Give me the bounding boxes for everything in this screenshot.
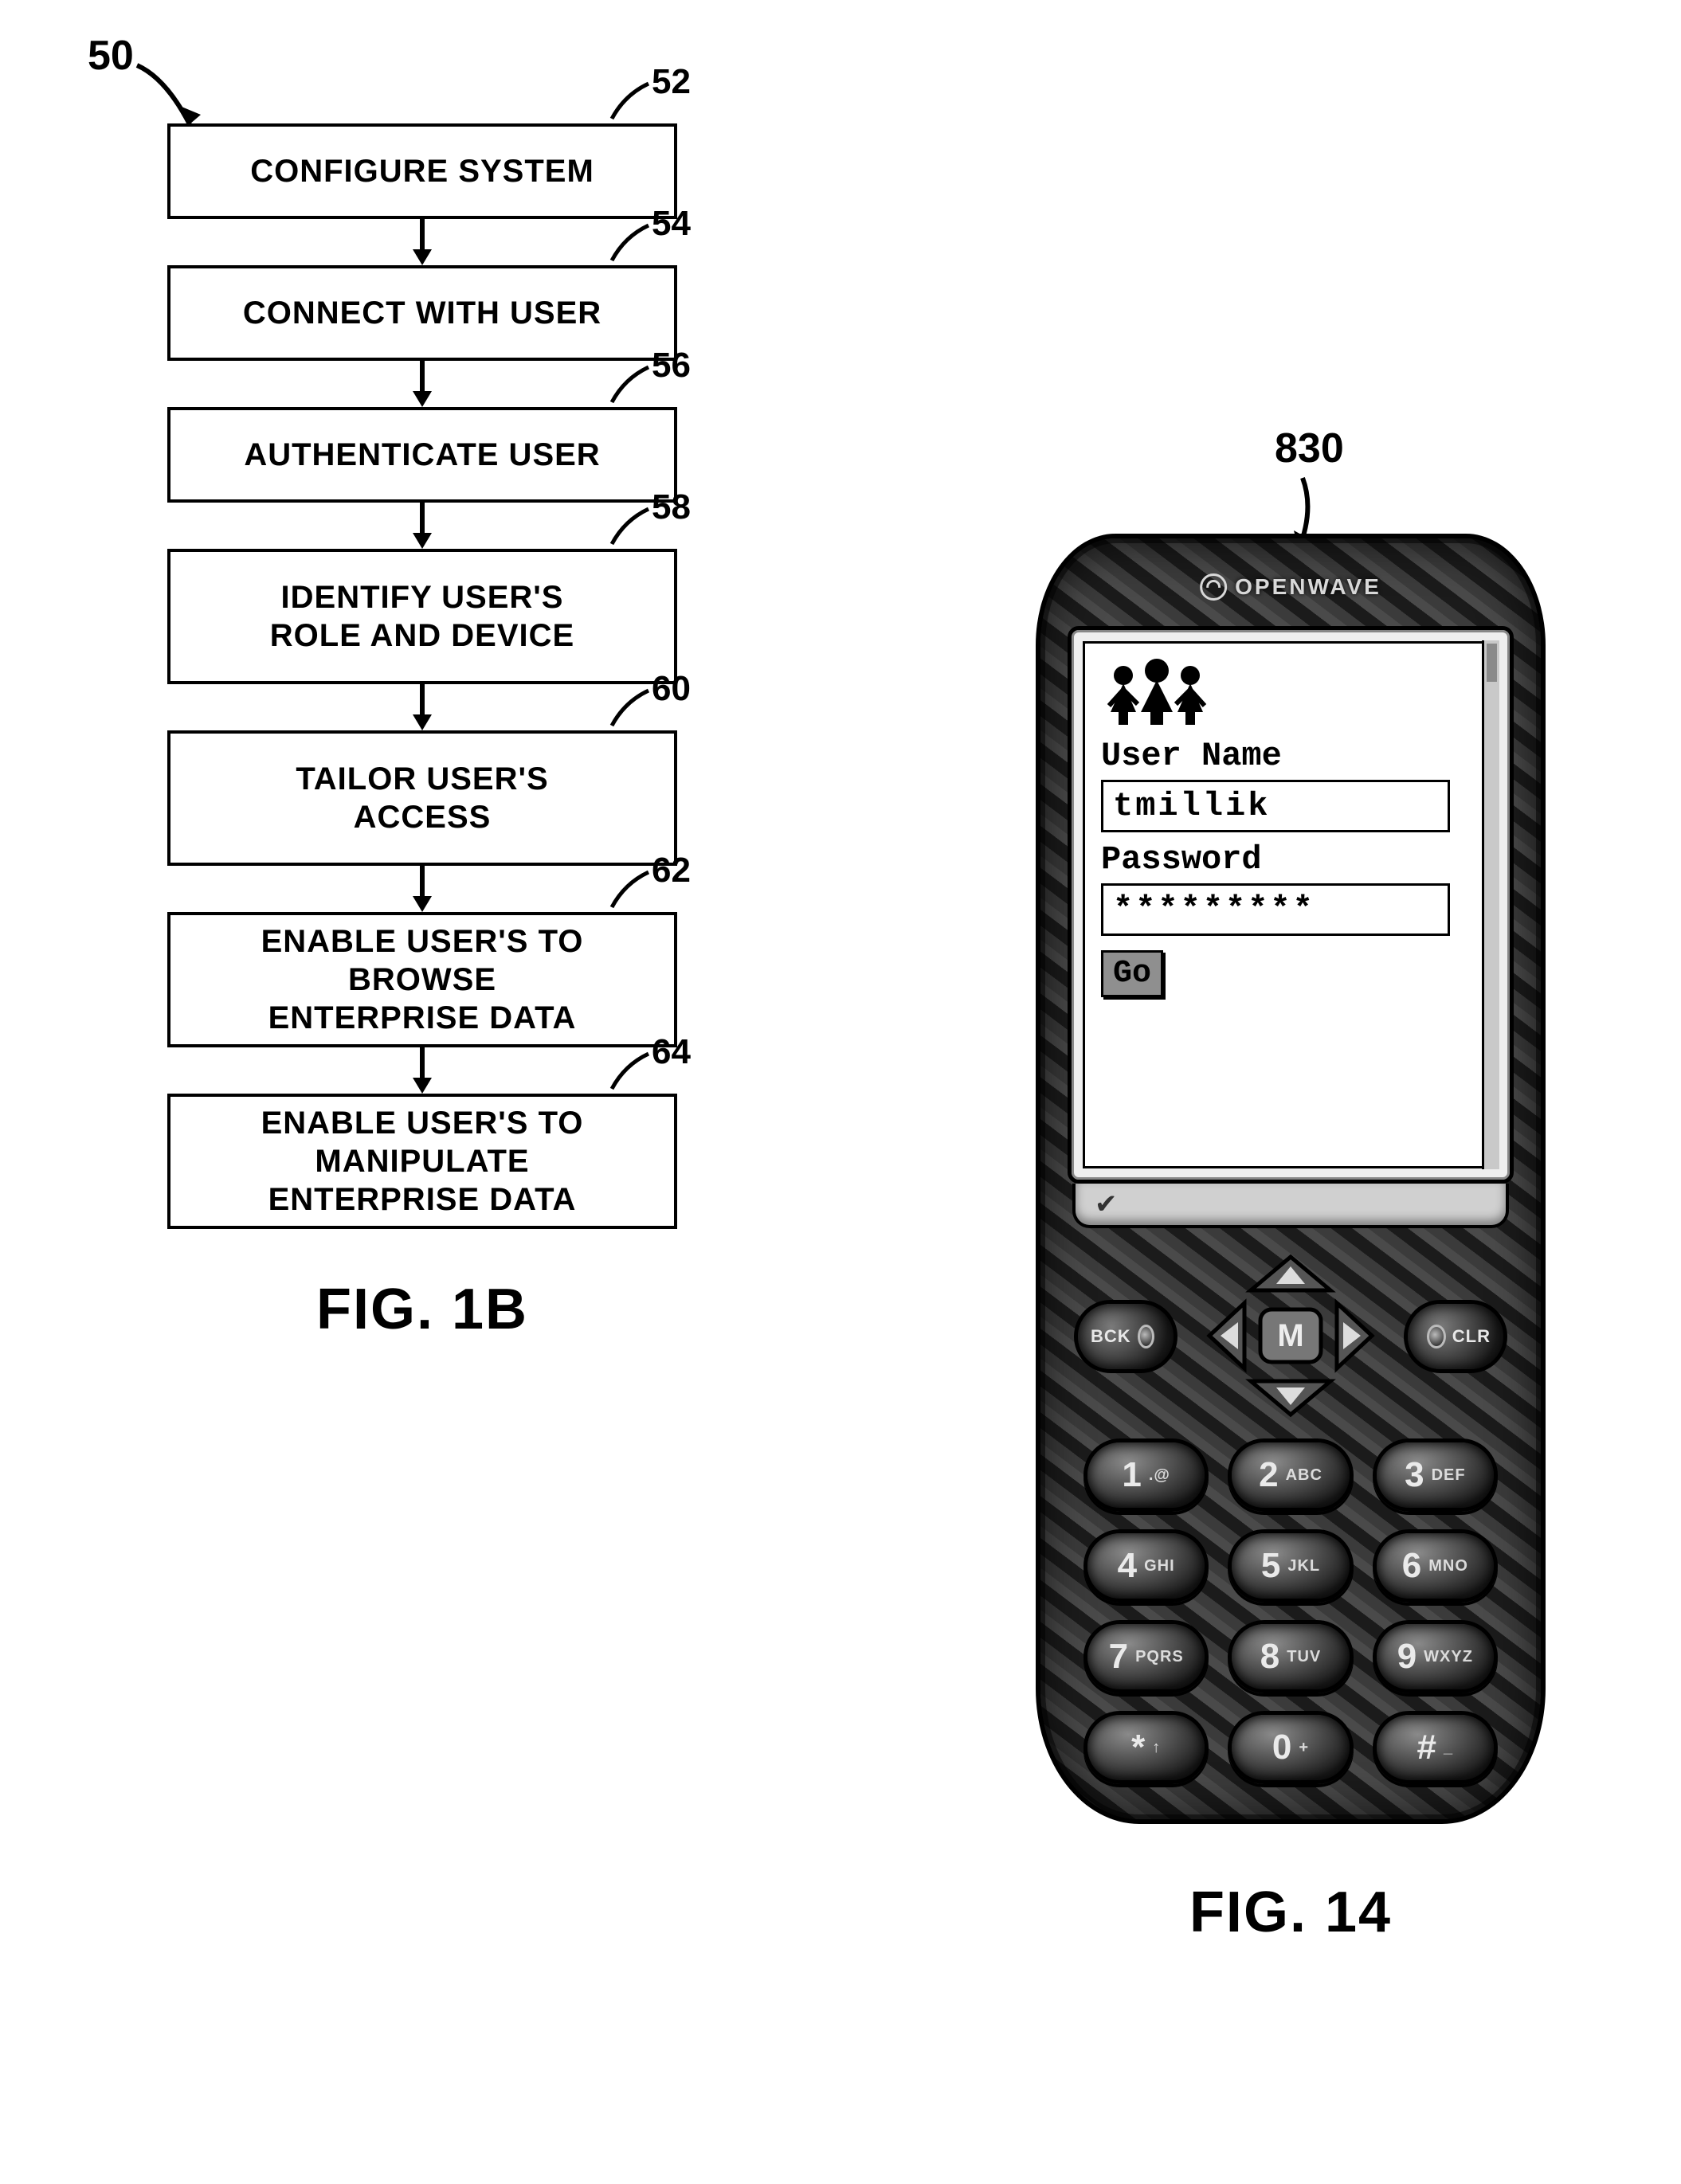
flow-step-56: 56AUTHENTICATE USER [167,407,677,503]
key-#[interactable]: #_ [1373,1711,1498,1784]
flow-connector [420,219,425,265]
phone-fig-14: 830 OPENWAVE [980,534,1601,1945]
svg-text:56: 56 [652,346,691,385]
scrollbar[interactable] [1482,640,1499,1169]
back-button-label: BCK [1091,1326,1131,1347]
svg-text:52: 52 [652,62,691,101]
password-label: Password [1101,840,1480,879]
flowchart-fig-1b: 50 52CONFIGURE SYSTEM54CONNECT WITH USER… [96,48,749,1342]
check-softkey-icon[interactable]: ✔ [1095,1188,1118,1220]
key-8[interactable]: 8TUV [1228,1620,1353,1693]
flow-step-tag-56: 56 [605,359,685,407]
key-1[interactable]: 1.@ [1083,1438,1209,1512]
key-6[interactable]: 6MNO [1373,1529,1498,1603]
flow-step-54: 54CONNECT WITH USER [167,265,677,361]
phone-body: OPENWAVE [1036,534,1546,1824]
flow-connector [420,684,425,730]
flow-step-box: AUTHENTICATE USER [167,407,677,503]
flow-step-box: ENABLE USER'S TO BROWSEENTERPRISE DATA [167,912,677,1047]
key-3[interactable]: 3DEF [1373,1438,1498,1512]
figure-label-1b: FIG. 1B [96,1277,749,1342]
flow-step-box: IDENTIFY USER'SROLE AND DEVICE [167,549,677,684]
flow-step-58: 58IDENTIFY USER'SROLE AND DEVICE [167,549,677,684]
svg-text:54: 54 [652,204,691,243]
flow-connector [420,1047,425,1094]
mid-controls: BCK [1040,1252,1541,1419]
go-button[interactable]: Go [1101,950,1163,997]
svg-text:58: 58 [652,487,691,526]
brand-text: OPENWAVE [1235,574,1381,600]
flowchart-ref-arrow-icon [134,62,206,118]
flow-connector [420,361,425,407]
flow-step-tag-62: 62 [605,864,685,912]
flow-step-62: 62ENABLE USER'S TO BROWSEENTERPRISE DATA [167,912,677,1047]
key-0[interactable]: 0+ [1228,1711,1353,1784]
flow-step-tag-52: 52 [605,76,685,123]
phone-ref-num-text: 830 [1275,425,1344,472]
key-5[interactable]: 5JKL [1228,1529,1353,1603]
key-*[interactable]: *↑ [1083,1711,1209,1784]
username-label: User Name [1101,737,1480,775]
key-7[interactable]: 7PQRS [1083,1620,1209,1693]
back-button[interactable]: BCK [1074,1300,1177,1373]
key-4[interactable]: 4GHI [1083,1529,1209,1603]
phone-top-bezel: OPENWAVE [1040,538,1541,626]
keypad: 1.@ 2ABC 3DEF 4GHI 5JKL 6MNO 7PQRS 8TUV 9WXYZ *↑ 0… [1083,1438,1498,1784]
password-input[interactable]: ********* [1101,883,1450,936]
flowchart-ref-50: 50 [88,32,134,80]
phone-brand: OPENWAVE [1200,573,1381,601]
screen: User Name tmillik Password ********* Go [1083,641,1499,1168]
username-input[interactable]: tmillik [1101,780,1450,832]
figure-label-14: FIG. 14 [980,1880,1601,1945]
brand-logo-icon [1200,573,1227,601]
flow-step-box: CONFIGURE SYSTEM [167,123,677,219]
flow-step-tag-54: 54 [605,217,685,265]
dpad[interactable]: M [1195,1252,1386,1411]
svg-text:62: 62 [652,851,691,890]
flow-connector [420,866,425,912]
softkey-bar: ✔ [1072,1184,1509,1228]
key-2[interactable]: 2ABC [1228,1438,1353,1512]
flow-step-box: CONNECT WITH USER [167,265,677,361]
people-icon [1101,658,1480,729]
svg-text:64: 64 [652,1032,691,1071]
flow-step-60: 60TAILOR USER'SACCESS [167,730,677,866]
clear-button[interactable]: CLR [1404,1300,1507,1373]
phone-ref-830: 830 [1243,430,1338,534]
flow-connector [420,503,425,549]
page: 50 52CONFIGURE SYSTEM54CONNECT WITH USER… [48,48,1633,2136]
dpad-center-label: M [1277,1318,1303,1353]
flow-step-tag-60: 60 [605,683,685,730]
flow-step-tag-58: 58 [605,501,685,549]
flowchart-steps: 52CONFIGURE SYSTEM54CONNECT WITH USER56A… [96,48,749,1229]
flow-step-box: TAILOR USER'SACCESS [167,730,677,866]
flow-step-tag-64: 64 [605,1046,685,1094]
flow-step-52: 52CONFIGURE SYSTEM [167,123,677,219]
clear-button-label: CLR [1452,1326,1491,1347]
screen-frame: User Name tmillik Password ********* Go [1068,626,1514,1184]
svg-text:60: 60 [652,669,691,708]
flow-step-64: 64ENABLE USER'S TO MANIPULATEENTERPRISE … [167,1094,677,1229]
flow-step-box: ENABLE USER'S TO MANIPULATEENTERPRISE DA… [167,1094,677,1229]
key-9[interactable]: 9WXYZ [1373,1620,1498,1693]
